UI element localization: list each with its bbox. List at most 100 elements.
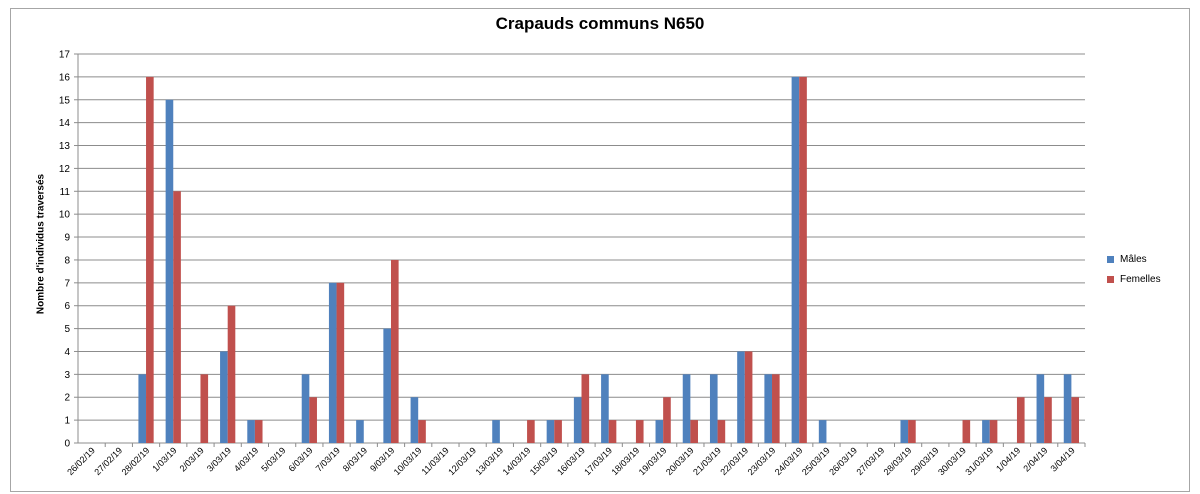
x-tick-label: 22/03/19 (718, 445, 750, 477)
y-tick-label: 4 (64, 347, 70, 358)
bar-females (227, 305, 236, 443)
bar-males (791, 76, 800, 443)
x-tick-label: 8/03/19 (341, 445, 369, 473)
x-tick-label: 4/03/19 (232, 445, 260, 473)
bar-females (717, 420, 726, 443)
bar-females (1016, 397, 1025, 443)
bar-males (982, 420, 990, 443)
x-tick-label: 2/04/19 (1021, 445, 1049, 473)
x-tick-label: 16/03/19 (555, 445, 587, 477)
bar-males (601, 374, 609, 443)
bar-males (546, 420, 555, 443)
legend-item-males: Mâles (1107, 249, 1161, 269)
y-tick-label: 3 (64, 370, 70, 381)
x-tick-label: 24/03/19 (773, 445, 805, 477)
x-tick-label: 3/04/19 (1048, 445, 1076, 473)
x-tick-label: 5/03/19 (259, 445, 287, 473)
x-tick-label: 18/03/19 (609, 445, 641, 477)
bar-females (744, 351, 753, 443)
x-tick-label: 27/03/19 (854, 445, 886, 477)
legend-swatch-females (1107, 275, 1114, 283)
x-tick-label: 15/03/19 (528, 445, 560, 477)
x-tick-label: 6/03/19 (286, 445, 314, 473)
bar-females (581, 374, 590, 443)
y-tick-label: 16 (59, 72, 71, 83)
bar-males (383, 328, 391, 443)
y-tick-label: 15 (59, 95, 71, 106)
y-tick-label: 9 (64, 233, 70, 244)
x-tick-label: 27/02/19 (92, 445, 124, 477)
x-tick-label: 2/03/19 (178, 445, 206, 473)
x-tick-label: 1/03/19 (150, 445, 178, 473)
x-tick-label: 28/02/19 (120, 445, 152, 477)
bar-females (390, 259, 399, 443)
bar-males (328, 282, 337, 443)
bar-males (1036, 374, 1045, 443)
legend: Mâles Femelles (1107, 249, 1161, 289)
bar-females (635, 420, 644, 443)
bar-males (764, 374, 773, 443)
bar-males (709, 374, 718, 443)
y-tick-label: 7 (64, 278, 70, 289)
x-tick-label: 17/03/19 (582, 445, 614, 477)
x-tick-label: 3/03/19 (205, 445, 233, 473)
x-tick-label: 7/03/19 (314, 445, 342, 473)
bar-females (989, 420, 998, 443)
x-tick-label: 31/03/19 (963, 445, 995, 477)
bar-females (336, 282, 345, 443)
x-tick-label: 1/04/19 (994, 445, 1022, 473)
y-tick-label: 14 (59, 118, 71, 129)
y-tick-label: 5 (64, 324, 70, 335)
bar-males (818, 420, 827, 443)
bar-females (608, 420, 617, 443)
bar-females (527, 420, 535, 443)
x-tick-label: 25/03/19 (800, 445, 832, 477)
bar-females (309, 397, 317, 443)
bar-females (418, 420, 426, 443)
bar-females (908, 420, 916, 443)
y-tick-label: 1 (64, 416, 70, 427)
x-tick-label: 20/03/19 (664, 445, 696, 477)
bar-males (573, 397, 582, 443)
x-tick-label: 21/03/19 (691, 445, 723, 477)
bar-males (682, 374, 691, 443)
bar-females (799, 76, 807, 443)
y-tick-label: 17 (59, 50, 71, 61)
y-tick-label: 8 (64, 255, 70, 266)
bar-females (200, 374, 209, 443)
x-tick-label: 29/03/19 (909, 445, 941, 477)
legend-item-females: Femelles (1107, 269, 1161, 289)
x-tick-label: 13/03/19 (473, 445, 505, 477)
bar-males (356, 420, 364, 443)
legend-label-females: Femelles (1120, 273, 1161, 285)
bar-females (1071, 397, 1080, 443)
legend-swatch-males (1107, 255, 1114, 263)
bar-females (554, 420, 562, 443)
bar-females (146, 76, 154, 443)
bar-males (220, 351, 228, 443)
x-tick-label: 11/03/19 (419, 445, 450, 476)
bar-females (772, 374, 780, 443)
bar-males (655, 420, 664, 443)
bar-females (663, 397, 671, 443)
bar-males (410, 397, 419, 443)
x-tick-label: 30/03/19 (936, 445, 968, 477)
bar-females (962, 420, 971, 443)
y-tick-label: 13 (59, 141, 71, 152)
y-tick-label: 0 (64, 439, 70, 450)
legend-label-males: Mâles (1120, 253, 1147, 265)
x-tick-label: 23/03/19 (746, 445, 778, 477)
x-tick-label: 14/03/19 (501, 445, 533, 477)
y-tick-label: 12 (59, 164, 71, 175)
bar-males (1063, 374, 1072, 443)
x-tick-label: 19/03/19 (637, 445, 669, 477)
y-tick-label: 11 (60, 187, 71, 198)
bar-females (254, 420, 263, 443)
bar-males (737, 351, 745, 443)
bar-females (1044, 397, 1052, 443)
bar-males (900, 420, 909, 443)
bar-males (247, 420, 255, 443)
y-tick-label: 2 (64, 393, 70, 404)
chart-title: Crapauds communs N650 (495, 14, 705, 33)
